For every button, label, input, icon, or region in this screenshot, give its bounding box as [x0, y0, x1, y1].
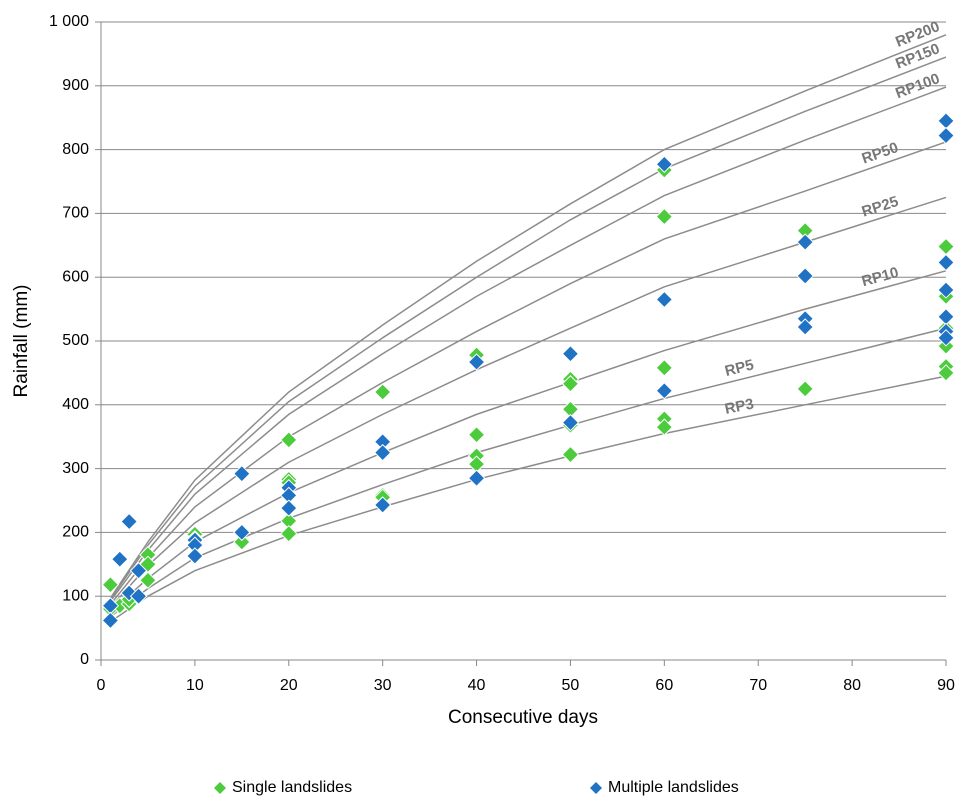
y-tick-label: 1 000	[49, 13, 89, 30]
data-point	[655, 382, 674, 400]
data-point	[120, 584, 138, 602]
data-point	[373, 496, 392, 514]
curve-label: RP3	[723, 395, 755, 417]
data-point	[373, 383, 392, 401]
data-point	[129, 561, 148, 580]
data-point	[280, 524, 298, 543]
y-tick-label: 700	[62, 205, 89, 222]
return-period-curve	[109, 327, 947, 618]
data-point	[937, 112, 955, 130]
data-point	[937, 253, 955, 272]
data-point	[233, 533, 251, 551]
y-tick-label: 200	[62, 524, 89, 541]
data-point	[796, 233, 814, 251]
data-point	[280, 499, 298, 517]
x-tick-label: 10	[186, 677, 204, 694]
data-point	[280, 431, 298, 449]
legend-marker	[590, 782, 602, 794]
x-tick-label: 30	[374, 677, 392, 694]
y-axis-label: Rainfall (mm)	[11, 285, 32, 398]
data-point	[655, 207, 674, 226]
data-point	[467, 353, 486, 371]
return-period-curve	[109, 34, 947, 599]
data-point	[937, 364, 955, 382]
y-tick-label: 300	[62, 460, 89, 477]
data-point	[129, 587, 148, 605]
data-point	[655, 155, 674, 173]
y-tick-label: 800	[62, 141, 89, 158]
y-tick-label: 600	[62, 268, 89, 285]
data-point	[937, 281, 955, 299]
x-tick-label: 20	[280, 677, 298, 694]
data-point	[937, 126, 955, 145]
data-point	[796, 267, 814, 285]
data-point	[796, 318, 814, 336]
data-point	[561, 445, 580, 464]
curve-label: RP5	[723, 356, 755, 380]
legend-label: Single landslides	[232, 779, 352, 796]
data-point	[937, 237, 955, 256]
data-point	[655, 418, 674, 436]
legend-label: Multiple landslides	[608, 779, 739, 796]
x-tick-label: 50	[562, 677, 580, 694]
legend-marker	[214, 782, 226, 794]
data-point	[101, 611, 120, 630]
x-tick-label: 0	[97, 677, 106, 694]
y-tick-label: 400	[62, 396, 89, 413]
x-tick-label: 40	[468, 677, 486, 694]
data-point	[561, 345, 580, 363]
data-point	[101, 576, 120, 594]
return-period-curve	[109, 56, 947, 600]
y-tick-label: 500	[62, 332, 89, 349]
return-period-curve	[109, 375, 947, 623]
data-point	[120, 512, 138, 531]
data-point	[561, 375, 580, 393]
data-point	[937, 329, 955, 347]
y-tick-label: 900	[62, 77, 89, 94]
data-point	[467, 469, 486, 487]
data-point	[139, 571, 157, 589]
data-point	[561, 413, 580, 432]
curve-label: RP10	[860, 264, 901, 290]
x-tick-label: 90	[937, 677, 955, 694]
curve-label: RP25	[860, 193, 901, 221]
data-point	[467, 426, 486, 444]
return-period-curve	[109, 196, 947, 609]
data-point	[233, 523, 251, 542]
data-point	[111, 550, 129, 568]
x-axis-label: Consecutive days	[448, 707, 598, 728]
data-point	[937, 308, 955, 326]
data-point	[373, 443, 392, 462]
data-point	[233, 464, 251, 483]
x-tick-label: 70	[749, 677, 767, 694]
return-period-curve	[109, 86, 947, 602]
return-period-curve	[109, 270, 947, 613]
data-point	[186, 547, 204, 565]
x-tick-label: 80	[843, 677, 861, 694]
data-point	[655, 359, 674, 377]
return-period-curve	[109, 141, 947, 605]
y-tick-label: 0	[80, 651, 89, 668]
x-tick-label: 60	[655, 677, 673, 694]
y-tick-label: 100	[62, 587, 89, 604]
data-point	[655, 290, 674, 309]
curve-label: RP50	[860, 139, 901, 167]
data-point	[796, 380, 814, 398]
